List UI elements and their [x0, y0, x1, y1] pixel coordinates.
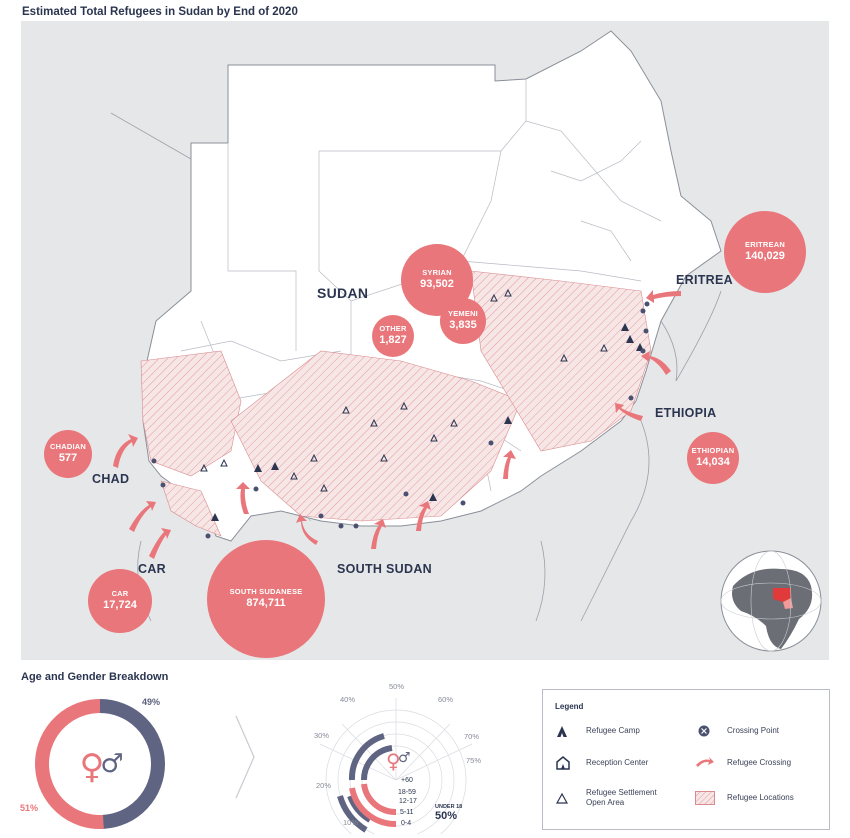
male-symbol-icon: ♂ — [100, 749, 123, 779]
age-group-label: +60 — [401, 777, 413, 784]
breakdown-title: Age and Gender Breakdown — [21, 671, 169, 683]
bubble-value: 140,029 — [745, 250, 785, 263]
bubble-label: SOUTH SUDANESE — [229, 587, 303, 597]
age-group-label: 12-17 — [399, 798, 417, 805]
legend-label-crossing-point: Crossing Point — [727, 726, 780, 735]
axis-label: 70% — [464, 732, 480, 741]
axis-label: 10% — [343, 818, 359, 827]
bubble-eritrean: ERITREAN 140,029 — [724, 211, 806, 293]
male-symbol-small-icon: ♂ — [398, 750, 411, 766]
bubble-value: 874,711 — [246, 597, 286, 610]
axis-label: 75% — [466, 756, 482, 765]
bubble-south-sudanese: SOUTH SUDANESE 874,711 — [207, 540, 325, 658]
settlement-triangle-icon — [555, 792, 569, 804]
refugee-crossing-arrow-icon — [696, 757, 714, 767]
male-percent: 49% — [142, 697, 161, 707]
female-percent: 51% — [20, 803, 39, 813]
map-legend: Legend Refugee Camp Crossing Point Recep… — [542, 689, 830, 830]
bubble-value: 17,724 — [103, 599, 137, 612]
bubble-value: 93,502 — [420, 278, 454, 291]
female-symbol-small-icon: ♀ — [386, 749, 401, 773]
bubble-ethiopian: ETHIOPIAN 14,034 — [687, 432, 739, 484]
country-label-car: CAR — [138, 562, 166, 576]
axis-label: 50% — [389, 682, 405, 691]
page-title: Estimated Total Refugees in Sudan by End… — [22, 6, 298, 18]
legend-title: Legend — [555, 702, 584, 711]
bubble-yemeni: YEMENI 3,835 — [440, 298, 486, 344]
bubble-value: 1,827 — [379, 334, 407, 347]
axis-label: 20% — [316, 781, 332, 790]
gender-donut-chart: ♀ ♂ — [35, 699, 165, 829]
age-group-label: 0-4 — [401, 820, 412, 827]
bubble-chadian: CHADIAN 577 — [44, 430, 92, 478]
country-label-eritrea: ERITREA — [676, 273, 733, 287]
crossing-point-icon — [698, 725, 710, 737]
country-label-chad: CHAD — [92, 472, 130, 486]
female-symbol-icon: ♀ — [80, 747, 105, 787]
under18-value: 50% — [435, 810, 458, 822]
age-group-label: 18-59 — [398, 789, 416, 796]
legend-label-refugee-crossing: Refugee Crossing — [727, 758, 792, 767]
refugee-camp-icon — [557, 726, 567, 737]
bubble-label: YEMENI — [448, 309, 478, 319]
country-label-sudan: SUDAN — [317, 285, 369, 301]
male-share-arc — [35, 699, 165, 829]
bubble-label: ETHIOPIAN — [691, 446, 735, 456]
bubble-label: SYRIAN — [422, 268, 452, 278]
bubble-value: 14,034 — [696, 456, 730, 469]
axis-label: 30% — [314, 731, 330, 740]
age-group-label: 5-11 — [400, 809, 414, 816]
legend-label-settlement: Refugee Settlement Open Area — [586, 788, 657, 807]
axis-label: 60% — [438, 695, 454, 704]
legend-label-reception-center: Reception Center — [586, 758, 649, 767]
hatched-area-icon — [695, 791, 715, 805]
bubble-label: CHADIAN — [50, 442, 86, 452]
sudan-refugee-map: SUDAN ERITREA ETHIOPIA SOUTH SUDAN CAR C… — [21, 21, 829, 660]
under18-label: UNDER 18 — [435, 804, 463, 810]
country-label-ethiopia: ETHIOPIA — [655, 406, 717, 420]
bubble-car: CAR 17,724 — [88, 569, 152, 633]
legend-label-refugee-camp: Refugee Camp — [586, 726, 640, 735]
bubble-value: 577 — [58, 452, 78, 465]
reception-center-icon — [556, 756, 570, 770]
bubble-value: 3,835 — [449, 319, 477, 332]
globe-inset-icon — [720, 550, 822, 652]
bubble-label: ERITREAN — [745, 240, 785, 250]
bubble-other: OTHER 1,827 — [372, 315, 414, 357]
legend-label-refugee-locations: Refugee Locations — [727, 793, 794, 802]
bubble-label: OTHER — [379, 324, 407, 334]
bubble-label: CAR — [111, 589, 129, 599]
chevron-right-icon — [235, 715, 255, 799]
age-radial-chart: ♀ ♂ — [319, 698, 473, 834]
country-label-south-sudan: SOUTH SUDAN — [337, 562, 432, 576]
axis-label: 40% — [340, 695, 356, 704]
